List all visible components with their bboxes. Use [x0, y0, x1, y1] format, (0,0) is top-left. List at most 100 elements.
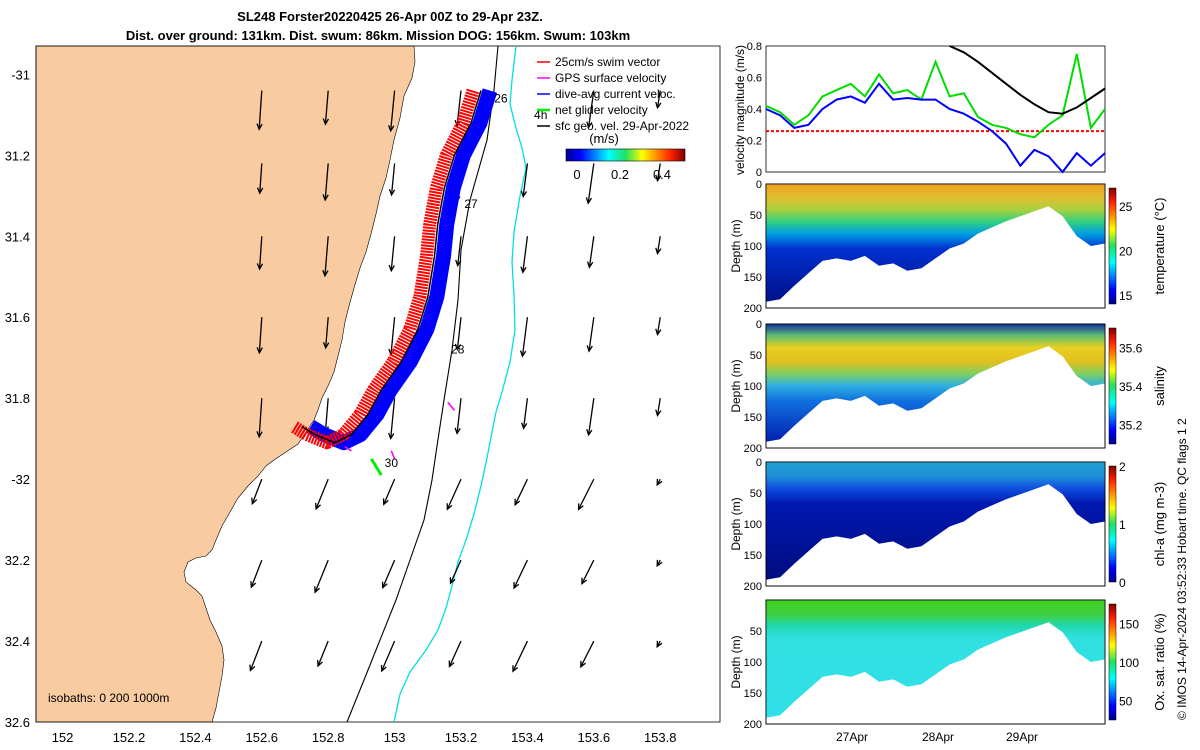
current-arrow	[388, 90, 396, 133]
current-arrow	[580, 640, 595, 669]
map-y-tick: 31.6	[5, 310, 30, 325]
current-arrow	[586, 398, 595, 437]
map-x-tick: 152.4	[179, 730, 212, 745]
colorbar-tick-2: 0.4	[653, 167, 671, 182]
section-ylabel: Depth (m)	[729, 497, 743, 550]
current-arrow	[322, 90, 330, 126]
current-arrow	[586, 236, 595, 269]
dive-avg-current-band	[306, 88, 498, 451]
track-centreline	[301, 90, 482, 444]
map-x-tick: 153.6	[578, 730, 611, 745]
velocity-series-line	[765, 82, 1106, 174]
map-panel: 26 4h 27 28 30 25cm/s swim vector GPS surfac…	[5, 45, 721, 745]
map-y-tick: 32.6	[5, 715, 30, 730]
current-arrow	[514, 478, 529, 507]
current-arrow	[322, 317, 330, 350]
current-arrow	[256, 90, 263, 131]
land-mass	[35, 45, 416, 723]
colorbar-tick: 50	[1119, 695, 1133, 709]
section-y-tick: 150	[744, 688, 762, 700]
section-colorbar	[1108, 327, 1117, 445]
current-arrow	[322, 236, 329, 278]
current-arrow	[250, 559, 263, 589]
current-arrow	[388, 236, 396, 273]
colorbar-tick: 1	[1119, 518, 1126, 532]
section-y-tick: 100	[744, 657, 762, 669]
current-arrow	[256, 163, 264, 195]
gps-velocity-arrow	[447, 401, 455, 411]
colorbar-label: salinity	[1152, 366, 1167, 406]
section-y-tick: 200	[744, 443, 762, 455]
map-x-tick: 153.8	[644, 730, 677, 745]
section-y-tick: 50	[750, 210, 762, 222]
map-y-tick: -32	[11, 472, 30, 487]
current-arrow	[449, 559, 462, 585]
time-axis: 27Apr 28Apr 29Apr	[836, 730, 1038, 744]
current-arrow	[655, 90, 662, 110]
current-arrow	[655, 317, 662, 336]
section-data	[766, 324, 1105, 442]
section-y-tick: 0	[756, 319, 762, 331]
current-arrow	[454, 317, 462, 352]
velocity-y-ticks: 0 0.2 0.4 0.6 0.8	[747, 41, 762, 179]
current-arrow	[256, 317, 263, 355]
current-arrow	[586, 90, 595, 129]
map-y-tick: 31.4	[5, 229, 30, 244]
current-arrow	[317, 640, 329, 668]
velocity-series-line	[765, 53, 1106, 139]
velocity-y-tick: 0.2	[747, 136, 762, 148]
chart-subtitle: Dist. over ground: 131km. Dist. swum: 86…	[126, 28, 630, 43]
current-arrow	[446, 478, 462, 511]
map-frame	[35, 45, 721, 723]
velocity-y-tick: 0.8	[747, 41, 762, 53]
velocity-y-tick: 0.4	[747, 104, 762, 116]
section-y-tick: 200	[744, 719, 762, 731]
section-colorbar	[1108, 187, 1117, 305]
colorbar-tick: 2	[1119, 460, 1126, 474]
section-y-tick: 150	[744, 412, 762, 424]
section-y-tick: 150	[744, 550, 762, 562]
current-arrow	[454, 398, 462, 435]
current-arrow	[577, 478, 595, 511]
map-x-tick: 152.6	[246, 730, 279, 745]
map-x-tick: 153.4	[511, 730, 544, 745]
map-x-tick: 153.2	[445, 730, 478, 745]
legend-sfc-label: sfc geo. vel. 29-Apr-2022	[555, 119, 689, 133]
section-y-tick: 150	[744, 272, 762, 284]
section-ylabel: Depth (m)	[729, 359, 743, 412]
section-y-tick: 0	[756, 457, 762, 469]
current-arrow	[381, 559, 396, 590]
section-y-tick: 50	[750, 488, 762, 500]
velocity-series	[765, 45, 1106, 174]
chart-title: SL248 Forster20220425 26-Apr 00Z to 29-A…	[237, 9, 543, 24]
velocity-series-line	[949, 45, 1106, 115]
day-label: 28	[451, 343, 465, 357]
current-arrow	[388, 163, 396, 197]
section-2: 0 50 100 150 200 Depth (m) 25 20 15 temperature (…	[729, 179, 1167, 315]
colorbar-label: temperature (°C)	[1152, 198, 1167, 295]
map-y-tick: 31.2	[5, 148, 30, 163]
section-y-tick: 100	[744, 381, 762, 393]
current-arrow	[256, 398, 263, 439]
current-arrow	[586, 317, 595, 353]
current-arrow	[251, 478, 263, 506]
legend-net: net glider velocity	[537, 103, 648, 117]
legend-swim-label: 25cm/s swim vector	[555, 55, 660, 69]
colorbar-label: Ox. sat. ratio (%)	[1152, 613, 1167, 711]
current-arrow	[656, 478, 663, 487]
isobath-1000m	[393, 45, 527, 723]
map-y-tick: -31	[11, 67, 30, 82]
isobath-200m	[346, 45, 499, 723]
imos-side-note: © IMOS 14-Apr-2024 03:52:33 Hobart time.…	[1175, 418, 1189, 720]
section-3: 0 50 100 150 200 Depth (m) 35.6 35.4 35.2 salinit…	[729, 319, 1167, 455]
section-data	[766, 462, 1105, 580]
track-day-labels: 26 4h 27 28 30	[385, 92, 548, 470]
section-ylabel: Depth (m)	[729, 219, 743, 272]
legend-net-label: net glider velocity	[555, 103, 648, 117]
current-arrow	[655, 163, 662, 183]
legend-swim: 25cm/s swim vector	[537, 55, 660, 69]
map-y-tick: 31.8	[5, 391, 30, 406]
current-arrow	[655, 398, 662, 417]
